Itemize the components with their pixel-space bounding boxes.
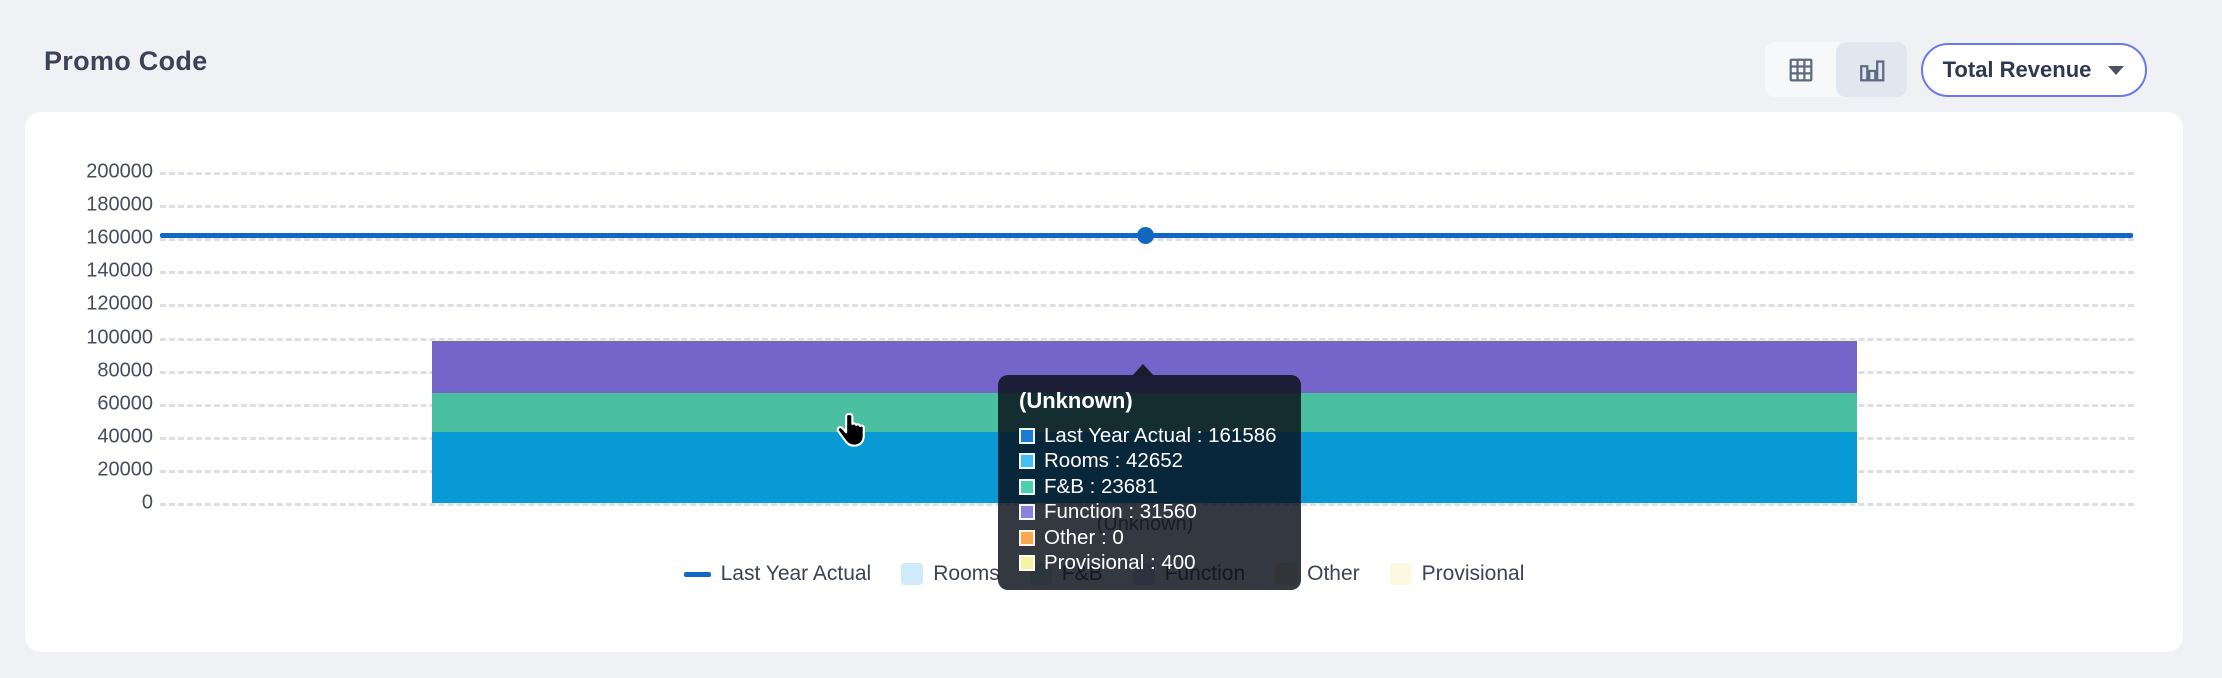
y-tick-label: 80000	[97, 359, 153, 382]
legend-item-last-year-actual[interactable]: Last Year Actual	[683, 562, 872, 586]
legend-line-marker-icon	[683, 571, 711, 577]
tooltip-swatch-icon	[1019, 478, 1035, 495]
legend-label: Rooms	[933, 562, 1000, 585]
view-toggle	[1765, 42, 1907, 97]
tooltip-row-text: F&B : 23681	[1044, 474, 1158, 498]
chart-tooltip: (Unknown) Last Year Actual : 161586 Rooms…	[998, 364, 1301, 590]
y-tick-label: 40000	[97, 425, 153, 448]
y-tick-label: 20000	[97, 458, 153, 481]
tooltip-row: Last Year Actual : 161586	[1019, 423, 1281, 449]
table-grid-icon	[1789, 58, 1812, 81]
legend-label: Provisional	[1421, 562, 1525, 585]
tooltip-swatch-icon	[1019, 427, 1035, 444]
tooltip-swatch-icon	[1019, 504, 1035, 521]
tooltip-swatch-icon	[1019, 555, 1035, 572]
metric-dropdown-button[interactable]: Total Revenue	[1921, 43, 2147, 97]
tooltip-row-text: Last Year Actual : 161586	[1044, 423, 1277, 447]
y-tick-label: 60000	[97, 392, 153, 415]
metric-dropdown-label: Total Revenue	[1942, 57, 2092, 82]
legend-swatch-icon	[901, 563, 924, 585]
tooltip-row: Rooms : 42652	[1019, 449, 1281, 475]
legend-item-provisional[interactable]: Provisional	[1389, 562, 1525, 586]
tooltip-swatch-icon	[1019, 529, 1035, 546]
y-tick-label: 100000	[86, 326, 153, 348]
tooltip-row: Other : 0	[1019, 525, 1281, 551]
chart-view-button[interactable]	[1836, 42, 1907, 97]
legend-swatch-icon	[1389, 563, 1412, 585]
y-tick-label: 0	[141, 491, 153, 514]
legend-item-rooms[interactable]: Rooms	[901, 562, 1000, 586]
y-tick-label: 140000	[86, 259, 153, 282]
pointer-hand-cursor	[836, 412, 865, 447]
y-tick-label: 120000	[86, 292, 153, 315]
y-tick-label: 200000	[86, 160, 153, 183]
tooltip-row-text: Rooms : 42652	[1044, 449, 1184, 473]
bar-segment-provisional[interactable]	[432, 340, 1857, 342]
gridline	[160, 205, 2134, 209]
tooltip-row: Function : 31560	[1019, 500, 1281, 526]
gridline	[160, 304, 2134, 308]
last-year-actual-marker[interactable]	[1136, 227, 1154, 245]
gridline	[160, 271, 2134, 275]
gridline	[160, 172, 2134, 175]
tooltip-row-text: Function : 31560	[1044, 500, 1197, 524]
legend-label: Other	[1307, 562, 1360, 585]
y-tick-label: 160000	[86, 226, 153, 249]
tooltip-row: F&B : 23681	[1019, 474, 1281, 500]
tooltip-title: (Unknown)	[1019, 388, 1133, 413]
bar-chart-icon	[1859, 59, 1884, 81]
tooltip-caret-icon	[1132, 364, 1154, 376]
tooltip-row-text: Provisional : 400	[1044, 551, 1196, 575]
page-title: Promo Code	[44, 46, 208, 76]
tooltip-row: Provisional : 400	[1019, 551, 1281, 577]
gridline	[160, 337, 2134, 341]
tooltip-swatch-icon	[1019, 453, 1035, 470]
tooltip-row-text: Other : 0	[1044, 525, 1124, 549]
y-tick-label: 180000	[86, 193, 153, 216]
legend-label: Last Year Actual	[720, 562, 872, 585]
chevron-down-icon	[2108, 66, 2125, 75]
table-view-button[interactable]	[1765, 42, 1836, 97]
